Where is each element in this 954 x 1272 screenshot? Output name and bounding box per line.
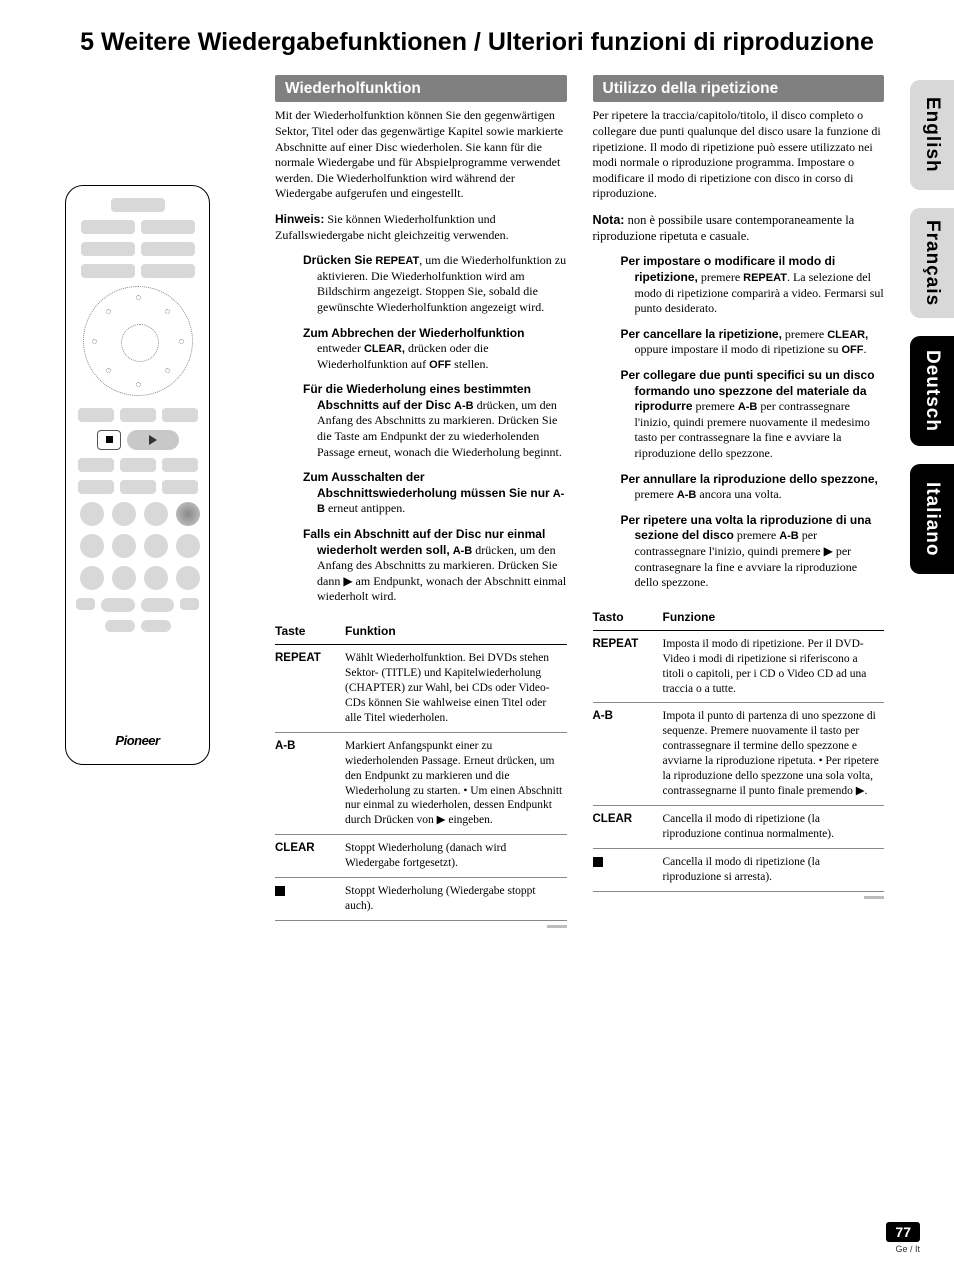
instruction: Per impostare o modificare il modo di ri… (621, 254, 885, 316)
remote-logo: Pioneer (66, 733, 209, 748)
lang-tab-english: English (910, 80, 954, 190)
table-row: Cancella il modo di ripetizione (la ripr… (593, 848, 885, 891)
instruction: Per annullare la riproduzione dello spez… (621, 472, 885, 503)
section-end-bar (864, 896, 884, 899)
german-instructions: Drücken Sie REPEAT, um die Wiederholfunk… (275, 253, 567, 605)
remote-column: Pioneer (0, 75, 275, 928)
italian-instructions: Per impostare o modificare il modo di ri… (593, 254, 885, 590)
italian-intro: Per ripetere la traccia/capitolo/titolo,… (593, 108, 885, 202)
content: Pioneer Wiederholfunktion Mit der Wieder… (0, 75, 954, 928)
table-row: REPEATImposta il modo di ripetizione. Pe… (593, 630, 885, 703)
col-funzione: Funzione (663, 605, 885, 631)
col-tasto: Tasto (593, 605, 663, 631)
page-lang-footer: Ge / It (886, 1244, 920, 1254)
italian-column: Utilizzo della ripetizione Per ripetere … (593, 75, 885, 928)
table-row: CLEARStoppt Wiederholung (danach wird Wi… (275, 835, 567, 878)
instruction: Per cancellare la ripetizione, premere C… (621, 327, 885, 358)
instruction: Per ripetere una volta la riproduzione d… (621, 513, 885, 591)
german-column: Wiederholfunktion Mit der Wiederholfunkt… (275, 75, 567, 928)
page-footer: 77 Ge / It (886, 1222, 920, 1254)
language-tabs: English Français Deutsch Italiano (910, 80, 954, 574)
col-taste: Taste (275, 619, 345, 645)
page-title: 5 Weitere Wiedergabefunktionen / Ulterio… (0, 0, 954, 75)
note-label: Hinweis: (275, 212, 324, 226)
table-row: Stoppt Wiederholung (Wiedergabe stoppt a… (275, 878, 567, 921)
german-header: Wiederholfunktion (275, 75, 567, 102)
german-intro: Mit der Wiederholfunktion können Sie den… (275, 108, 567, 202)
instruction: Zum Abbrechen der Wiederholfunktion entw… (303, 326, 567, 373)
table-row: A-BImpota il punto di partenza di uno sp… (593, 703, 885, 806)
stop-icon (275, 886, 285, 896)
lang-tab-francais: Français (910, 208, 954, 318)
stop-icon (593, 857, 603, 867)
table-row: CLEARCancella il modo di ripetizione (la… (593, 806, 885, 849)
italian-table: Tasto Funzione REPEATImposta il modo di … (593, 605, 885, 892)
instruction: Zum Ausschalten der Abschnittswiederholu… (303, 470, 567, 517)
note-text: non è possibile usare contemporaneamente… (593, 213, 855, 243)
italian-header: Utilizzo della ripetizione (593, 75, 885, 102)
instruction: Drücken Sie REPEAT, um die Wiederholfunk… (303, 253, 567, 315)
table-row: REPEATWählt Wiederholfunktion. Bei DVDs … (275, 645, 567, 733)
instruction: Für die Wiederholung eines bestimmten Ab… (303, 382, 567, 460)
col-funktion: Funktion (345, 619, 567, 645)
note-label: Nota: (593, 213, 625, 227)
german-table: Taste Funktion REPEATWählt Wiederholfunk… (275, 619, 567, 921)
lang-tab-italiano: Italiano (910, 464, 954, 574)
text-columns: Wiederholfunktion Mit der Wiederholfunkt… (275, 75, 954, 928)
table-row: A-BMarkiert Anfangspunkt einer zu wieder… (275, 732, 567, 835)
instruction: Per collegare due punti specifici su un … (621, 368, 885, 462)
remote-control-image: Pioneer (65, 185, 210, 765)
german-note: Hinweis: Sie können Wiederholfunktion un… (275, 212, 567, 243)
instruction: Falls ein Abschnitt auf der Disc nur ein… (303, 527, 567, 605)
page-number: 77 (886, 1222, 920, 1242)
section-end-bar (547, 925, 567, 928)
lang-tab-deutsch: Deutsch (910, 336, 954, 446)
italian-note: Nota: non è possibile usare contemporane… (593, 212, 885, 245)
